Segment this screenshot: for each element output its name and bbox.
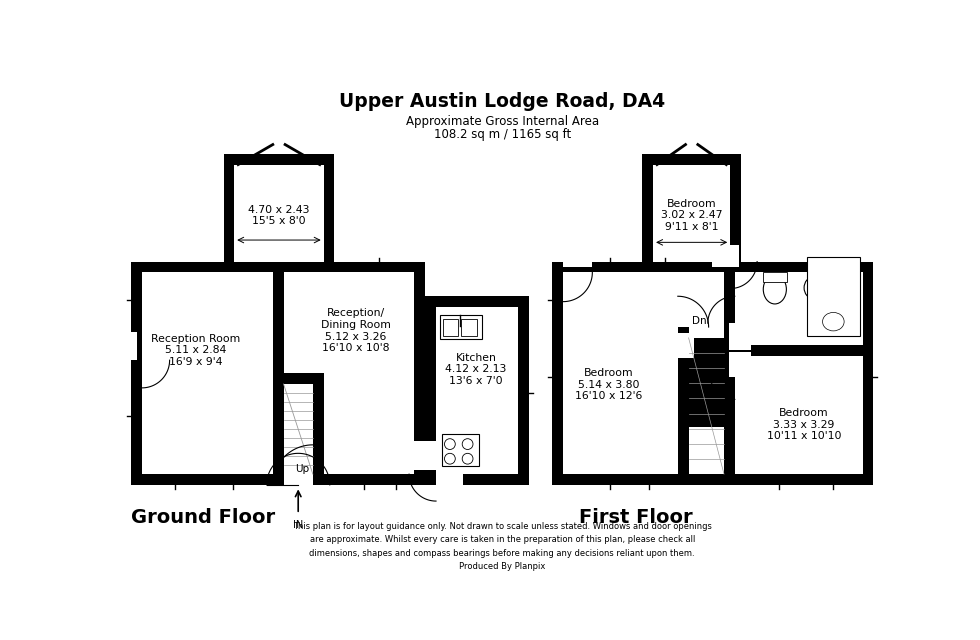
Bar bbox=[283, 474, 313, 490]
Bar bbox=[711, 245, 739, 267]
Text: Approximate Gross Internal Area: Approximate Gross Internal Area bbox=[406, 115, 599, 128]
Circle shape bbox=[445, 453, 456, 464]
Bar bbox=[729, 353, 751, 377]
Bar bbox=[735, 345, 862, 356]
Bar bbox=[223, 154, 334, 273]
Bar bbox=[334, 262, 425, 273]
Text: Dn: Dn bbox=[692, 316, 707, 326]
Text: Bedroom
3.02 x 2.47
9'11 x 8'1: Bedroom 3.02 x 2.47 9'11 x 8'1 bbox=[661, 199, 722, 232]
Text: Bedroom
3.33 x 3.29
10'11 x 10'10: Bedroom 3.33 x 3.29 10'11 x 10'10 bbox=[766, 408, 842, 442]
Bar bbox=[689, 327, 735, 474]
Bar bbox=[443, 319, 459, 336]
Bar bbox=[131, 262, 142, 485]
Bar bbox=[862, 262, 873, 485]
Bar bbox=[642, 154, 741, 273]
Bar bbox=[419, 441, 441, 470]
Bar bbox=[672, 333, 694, 358]
Bar bbox=[518, 296, 529, 485]
Bar bbox=[553, 262, 643, 273]
Bar bbox=[564, 273, 862, 474]
Bar bbox=[425, 474, 529, 485]
Bar bbox=[313, 373, 323, 485]
Bar bbox=[415, 262, 425, 485]
Ellipse shape bbox=[763, 275, 786, 304]
Text: This plan is for layout guidance only. Not drawn to scale unless stated. Windows: This plan is for layout guidance only. N… bbox=[293, 522, 711, 571]
Circle shape bbox=[445, 438, 456, 449]
Ellipse shape bbox=[822, 312, 844, 331]
Bar bbox=[131, 474, 425, 485]
Text: Upper Austin Lodge Road, DA4: Upper Austin Lodge Road, DA4 bbox=[339, 92, 665, 111]
Text: Reception/
Dining Room
5.12 x 3.26
16'10 x 10'8: Reception/ Dining Room 5.12 x 3.26 16'10… bbox=[321, 308, 391, 353]
Bar bbox=[436, 468, 463, 490]
Text: Kitchen
4.12 x 2.13
13'6 x 7'0: Kitchen 4.12 x 2.13 13'6 x 7'0 bbox=[445, 353, 507, 386]
Bar bbox=[741, 262, 873, 273]
Bar bbox=[283, 273, 415, 474]
Bar bbox=[142, 273, 283, 474]
Circle shape bbox=[463, 453, 473, 464]
Text: 4.70 x 2.43
15'5 x 8'0: 4.70 x 2.43 15'5 x 8'0 bbox=[248, 205, 310, 226]
Bar bbox=[425, 296, 529, 307]
Bar bbox=[553, 474, 873, 485]
Text: Bedroom
5.14 x 3.80
16'10 x 12'6: Bedroom 5.14 x 3.80 16'10 x 12'6 bbox=[575, 368, 642, 401]
Bar bbox=[440, 315, 482, 339]
Bar bbox=[553, 262, 563, 485]
Bar bbox=[234, 164, 323, 262]
Bar bbox=[729, 323, 751, 350]
Circle shape bbox=[463, 438, 473, 449]
Bar bbox=[442, 434, 479, 467]
Text: Up: Up bbox=[295, 465, 309, 474]
Bar bbox=[689, 338, 724, 427]
Bar bbox=[272, 373, 323, 384]
Bar bbox=[808, 257, 859, 335]
Bar bbox=[653, 164, 730, 262]
Bar bbox=[735, 273, 862, 474]
Bar bbox=[131, 262, 223, 273]
Text: Reception Room
5.11 x 2.84
16'9 x 9'4: Reception Room 5.11 x 2.84 16'9 x 9'4 bbox=[151, 333, 240, 367]
Bar bbox=[462, 319, 477, 336]
Bar bbox=[131, 332, 136, 360]
Bar bbox=[440, 315, 482, 339]
Bar bbox=[724, 262, 735, 485]
Bar bbox=[272, 373, 283, 485]
Bar bbox=[678, 327, 689, 485]
Text: 108.2 sq m / 1165 sq ft: 108.2 sq m / 1165 sq ft bbox=[433, 128, 571, 141]
Bar bbox=[564, 245, 592, 267]
Bar bbox=[272, 262, 283, 485]
Bar bbox=[419, 441, 441, 470]
Bar bbox=[409, 441, 430, 470]
Ellipse shape bbox=[804, 277, 822, 298]
Bar bbox=[283, 384, 313, 474]
Text: IN: IN bbox=[293, 520, 304, 531]
Text: Ground Floor: Ground Floor bbox=[131, 508, 275, 527]
Bar bbox=[762, 273, 787, 282]
Bar bbox=[436, 307, 518, 474]
Bar bbox=[425, 296, 436, 485]
Text: First Floor: First Floor bbox=[579, 508, 693, 527]
